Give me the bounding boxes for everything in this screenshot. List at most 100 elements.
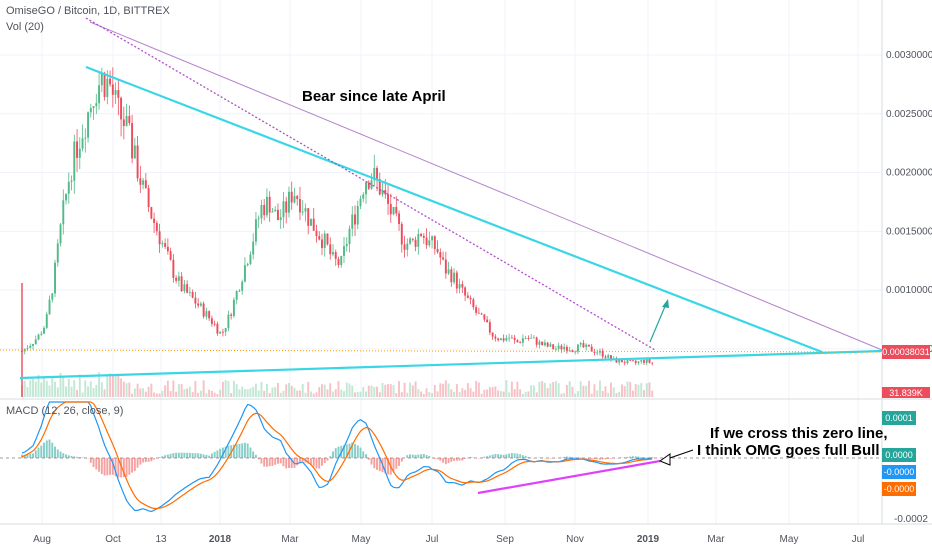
time-tick-label: Nov: [566, 534, 584, 545]
macd-hist-bar: [205, 454, 208, 458]
candle-body: [265, 196, 268, 216]
macd-hist-bar: [139, 458, 142, 465]
volume-bar: [216, 393, 219, 397]
macd-legend: MACD (12, 26, close, 9): [6, 405, 123, 417]
macd-pane[interactable]: [0, 400, 882, 524]
volume-bar: [131, 393, 134, 397]
candle-body: [378, 178, 381, 195]
volume-tag-text: 31.839K: [889, 388, 923, 398]
macd-hist-bar: [450, 458, 453, 462]
volume-bar: [92, 387, 95, 397]
macd-hist-bar: [643, 457, 645, 458]
price-pane[interactable]: [0, 0, 882, 398]
candle-body: [395, 206, 398, 214]
purple-dotted-trendline[interactable]: [85, 17, 656, 351]
macd-hist-bar: [444, 458, 447, 465]
macd-support-line[interactable]: [477, 459, 661, 495]
candle-body: [513, 337, 516, 341]
volume-bar: [502, 391, 505, 397]
volume-bar: [285, 384, 288, 397]
volume-bar: [571, 386, 574, 397]
candle-body: [326, 233, 329, 245]
candle-body: [131, 123, 134, 159]
candle-body: [287, 191, 290, 213]
macd-hist-bar: [626, 456, 629, 458]
volume-bar: [516, 381, 519, 397]
macd-hist-bar: [398, 458, 401, 466]
candle-body: [210, 318, 213, 324]
volume-tag: [882, 387, 930, 398]
candle-body: [89, 108, 92, 113]
volume-bar: [81, 392, 84, 397]
candle-body: [340, 255, 343, 266]
candle-body: [191, 291, 194, 298]
purple-faint-trendline[interactable]: [89, 21, 883, 351]
candle-body: [648, 359, 651, 363]
volume-bar: [326, 389, 329, 397]
volume-bar: [194, 381, 197, 397]
candle-body: [194, 297, 197, 304]
volume-bar: [400, 392, 403, 397]
candle-body: [76, 141, 79, 158]
candle-body: [389, 203, 392, 215]
macd-hist-bar: [299, 458, 301, 463]
macd-hist-bar: [26, 454, 29, 458]
volume-bar: [436, 391, 439, 397]
volume-bar: [359, 391, 362, 397]
volume-bar: [161, 390, 164, 397]
time-axis-pane[interactable]: [0, 524, 932, 550]
candle-body: [552, 344, 555, 349]
candle-body: [587, 344, 590, 347]
candle-body: [188, 291, 191, 293]
last-price-tag: [882, 345, 930, 359]
upper-trendline[interactable]: [85, 65, 823, 354]
candle-body: [458, 284, 461, 289]
volume-bar: [186, 388, 189, 397]
candle-body: [563, 346, 566, 350]
volume-bar: [381, 382, 384, 397]
candle-body: [293, 195, 296, 203]
candle-body: [34, 339, 37, 345]
volume-bar: [519, 389, 522, 397]
volume-bar: [221, 381, 224, 397]
volume-bar: [274, 387, 277, 397]
candle-body: [296, 195, 299, 200]
macd-hist-bar: [651, 457, 654, 458]
volume-bar: [560, 393, 563, 397]
macd-hist-bar: [114, 458, 117, 477]
volume-bar: [345, 382, 348, 397]
macd-hist-bar: [406, 455, 409, 458]
volume-bar: [585, 385, 588, 397]
candle-body: [450, 269, 453, 283]
volume-bar: [37, 374, 40, 397]
macd-hist-bar: [433, 458, 436, 459]
candle-body: [263, 204, 266, 216]
volume-bar: [34, 381, 37, 397]
volume-bar: [21, 283, 23, 397]
candle-body: [136, 145, 139, 179]
candle-body: [362, 194, 365, 199]
volume-bar: [282, 390, 285, 397]
candle-body: [601, 350, 604, 357]
volume-bar: [621, 384, 623, 397]
volume-bar: [579, 381, 582, 397]
candle-body: [216, 323, 219, 334]
price-axis-pane[interactable]: [882, 0, 932, 524]
volume-bar: [293, 387, 296, 397]
candle-body: [420, 233, 423, 236]
candle-body: [615, 358, 618, 363]
candle-body: [464, 287, 467, 296]
lower-trendline[interactable]: [19, 349, 883, 380]
macd-hist-bar: [125, 458, 128, 477]
volume-bar: [315, 392, 318, 397]
volume-bar: [543, 382, 546, 397]
candle-body: [95, 103, 98, 107]
macd-hist-bar: [62, 453, 65, 458]
macd-hist-bar: [136, 458, 139, 468]
volume-bar: [530, 385, 533, 397]
candle-body: [254, 219, 257, 242]
volume-legend: Vol (20): [6, 21, 44, 33]
candle-body: [150, 207, 153, 219]
volume-bar: [521, 393, 524, 397]
